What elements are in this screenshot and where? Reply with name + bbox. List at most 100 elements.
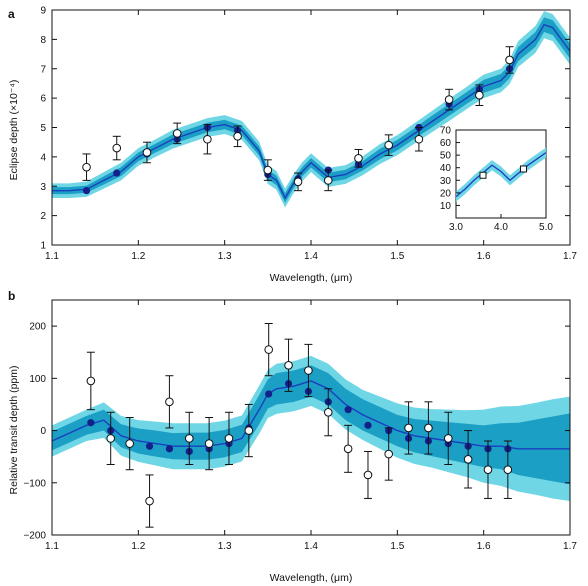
panel-a-model-inner-band [52,17,570,203]
panel-b-xtick-label: 1.3 [218,541,232,552]
panel-a-xtick-label: 1.4 [304,251,318,262]
panel-b-observed-point [363,470,373,480]
panel-a-observed-point [354,154,363,163]
panel-a-observed-point [233,132,242,141]
panel-b-observed-point [284,360,293,370]
panel-a-ytick-label: 6 [40,94,46,105]
panel-b-observed-point [483,465,493,475]
panel-a-observed-point [323,176,333,185]
panel-b-plot: 1.1 1.2 1.3 1.4 1.5 1.6 1.7 −200 −100 0 100 200 [23,299,577,552]
inset-model-line [455,152,547,198]
panel-a-observed-point [444,95,454,104]
panel-a-observed-point [505,55,514,65]
panel-b-model-binned-point [165,445,174,453]
panel-b-xtick-label: 1.4 [304,541,318,552]
panel-a-ytick-label: 2 [40,211,46,222]
panel-a-observed-point [293,177,303,187]
panel-a-model-binned-point [113,169,121,177]
inset-xtick-label: 5.0 [539,222,553,233]
panel-a-xtick-label: 1.2 [131,251,145,262]
panel-b-xtick-label: 1.1 [45,541,59,552]
inset-ytick-label: 30 [440,176,452,187]
panel-b-model-binned-point [87,419,95,427]
panel-a-model-outer-band [52,11,570,208]
panel-a-ytick-label: 9 [40,6,46,17]
panel-b-observed-point [204,439,214,448]
panel-b-observed-point [184,434,194,443]
panel-a-ytick-label: 1 [40,241,46,252]
inset-ytick-label: 40 [440,163,452,174]
inset-ytick-label: 10 [440,201,452,212]
panel-a-ytick-label: 7 [40,64,46,75]
panel-b-model-binned-point [265,390,273,398]
panel-b-observed-point [404,423,413,433]
panel-b-xlabel: Wavelength, (μm) [270,572,353,584]
panel-a-xtick-label: 1.5 [390,251,404,262]
panel-b-observed-point [463,454,473,464]
inset-ytick-label: 20 [440,188,452,199]
panel-b-model-inner-band [52,365,570,485]
panel-b-ylabel: Relative transit depth (ppm) [8,366,20,495]
inset-model-band [456,147,546,202]
panel-a-observed-point [414,134,424,144]
panel-b-observed-point [343,444,353,454]
panel-a-label: a [8,7,15,21]
panel-a-ytick-label: 5 [40,123,46,134]
panel-b-observed-point [384,449,394,459]
panel-b-observed-point [106,434,116,443]
panel-b-observed-point [304,366,313,375]
panel-a-observed-point [263,165,273,175]
panel-b-observed-point [86,376,96,386]
panel-a-ytick-label: 4 [40,152,46,163]
panel-b-ytick-label: −200 [23,531,46,542]
panel-a-observed-point [112,143,122,153]
panel-b-observed-point [323,407,333,417]
panel-b-xtick-label: 1.5 [390,541,404,552]
panel-a-ytick-label: 8 [40,35,46,46]
panel-b-observed-point [125,439,134,448]
panel-b-ytick-label: 0 [40,426,46,437]
panel-b-ytick-label: 200 [29,322,46,333]
panel-b-model-outer-band [52,355,570,502]
panel-a-observed-point [142,148,152,157]
panel-a-model-line [52,23,571,200]
inset-xtick-label: 3.0 [449,222,463,233]
panel-b-observed-point [145,496,154,506]
panel-a-xtick-label: 1.1 [45,251,59,262]
panel-b-observed-point [244,426,254,435]
panel-a-model-binned-point [82,187,91,195]
panel-b-model-binned-point [364,421,372,429]
panel-b-model-binned-point [344,406,352,414]
inset-ytick-label: 50 [440,151,452,162]
panel-a-xtick-label: 1.7 [563,251,577,262]
inset-ytick-label: 60 [440,138,452,149]
panel-b-observed-point [424,423,433,433]
panel-b-model-binned-point [145,442,154,450]
panel-a-ylabel: Eclipse depth (×10⁻⁴) [8,80,20,181]
panel-a-ytick-label: 3 [40,182,46,193]
panel-b-observed-point [503,465,513,475]
panel-a-observed-point [475,90,484,100]
panel-a-xlabel: Wavelength, (μm) [270,272,353,284]
inset-observed-point [520,165,527,173]
panel-a-observed-point [82,162,91,172]
panel-b-observed-point [224,434,234,443]
panel-b-observed-point [443,434,453,443]
panel-a-observed-point [172,129,182,138]
panel-b-label: b [8,289,15,303]
panel-b-ytick-label: −100 [23,478,46,489]
panel-a-plot: 1.1 1.2 1.3 1.4 1.5 1.6 1.7 1 2 3 4 5 6 7 8 9 [40,6,577,263]
panel-a-xtick-label: 1.6 [477,251,491,262]
panel-b-xtick-label: 1.2 [131,541,145,552]
panel-b-ytick-label: 100 [29,374,46,385]
panel-b-observed-point [165,397,174,407]
panel-b-model-line [51,380,570,450]
panel-a-xtick-label: 1.3 [218,251,232,262]
panel-b-xtick-label: 1.6 [477,541,491,552]
panel-a-observed-point [384,140,394,150]
inset-xtick-label: 4.0 [494,222,508,233]
panel-a-observed-point [203,134,212,144]
panel-b-xtick-label: 1.7 [563,541,577,552]
